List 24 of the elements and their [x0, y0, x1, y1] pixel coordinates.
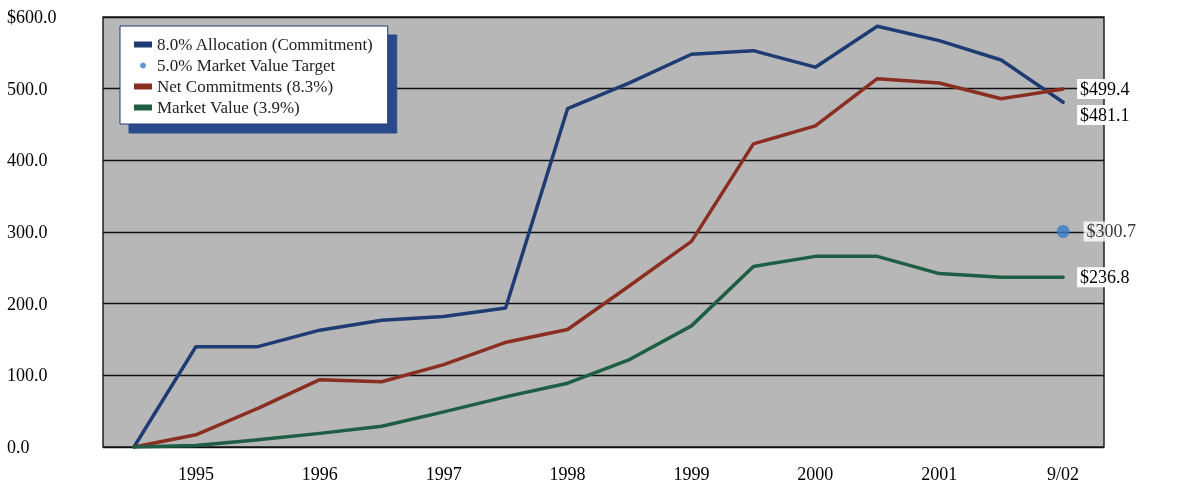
x-tick-label: 1998 [549, 464, 586, 484]
line-series [132, 254, 1065, 449]
x-tick-label: 1999 [673, 464, 710, 484]
y-tick-label: 500.0 [7, 78, 48, 99]
y-tick-label: 0.0 [7, 437, 30, 457]
y-tick-label: 200.0 [7, 293, 48, 314]
x-tick-label: 2000 [797, 464, 834, 484]
y-tick-label: 300.0 [7, 222, 48, 242]
data-label: $481.1 [1080, 105, 1130, 126]
legend-label: Market Value (3.9%) [157, 98, 300, 117]
x-tick-label: 9/02 [1047, 464, 1080, 484]
x-tick-label: 2001 [921, 464, 958, 484]
y-tick-label: 100.0 [7, 365, 48, 386]
data-label: $236.8 [1080, 267, 1130, 288]
y-tick-label: 400.0 [7, 150, 48, 171]
x-tick-label: 1995 [177, 464, 214, 484]
legend-label: Net Commitments (8.3%) [157, 77, 334, 96]
x-tick-label: 1997 [425, 464, 462, 484]
legend-label: 5.0% Market Value Target [157, 56, 336, 75]
data-label: $499.4 [1080, 79, 1130, 100]
x-tick-label: 1996 [301, 464, 338, 484]
legend-label: 8.0% Allocation (Commitment) [157, 35, 373, 54]
y-tick-label: $600.0 [7, 7, 57, 27]
data-label: $300.7 [1086, 221, 1137, 242]
